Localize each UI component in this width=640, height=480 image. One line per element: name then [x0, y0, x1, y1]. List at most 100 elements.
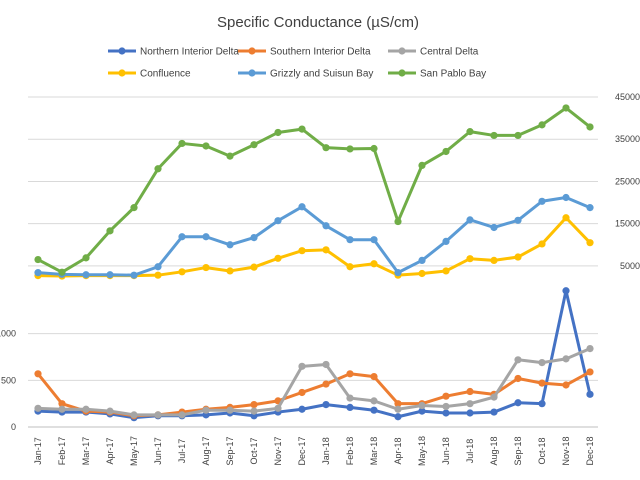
data-point-central-delta — [154, 411, 162, 419]
data-point-central-delta — [370, 397, 378, 405]
data-point-san-pablo-bay — [466, 128, 474, 136]
data-point-san-pablo-bay — [298, 125, 306, 133]
data-point-grizzly-and-suisun-bay — [394, 269, 402, 277]
data-point-central-delta — [298, 362, 306, 370]
legend-label-southern-interior-delta: Southern Interior Delta — [270, 47, 371, 58]
x-tick-label: Aug-18 — [489, 436, 499, 465]
data-point-confluence — [154, 271, 162, 279]
x-tick-label: Oct-18 — [537, 437, 547, 464]
data-point-confluence — [202, 263, 210, 272]
data-point-confluence — [466, 255, 474, 263]
data-point-confluence — [370, 260, 378, 268]
data-point-grizzly-and-suisun-bay — [82, 271, 90, 279]
data-point-southern-interior-delta — [250, 401, 258, 409]
x-tick-label: Sep-17 — [225, 436, 235, 465]
x-tick-label: Dec-17 — [297, 436, 307, 465]
data-point-san-pablo-bay — [130, 204, 138, 212]
data-point-southern-interior-delta — [322, 380, 330, 388]
legend-marker-confluence — [118, 69, 126, 77]
upper-y-tick-label: 45000 — [615, 92, 640, 102]
data-point-confluence — [586, 239, 594, 247]
data-point-confluence — [490, 256, 498, 264]
data-point-southern-interior-delta — [394, 400, 402, 408]
data-point-northern-interior-delta — [562, 287, 570, 295]
data-point-grizzly-and-suisun-bay — [490, 223, 498, 232]
data-point-northern-interior-delta — [538, 400, 546, 408]
data-point-central-delta — [106, 407, 114, 415]
legend-marker-central-delta — [398, 47, 406, 55]
data-point-central-delta — [322, 360, 330, 369]
data-point-grizzly-and-suisun-bay — [106, 271, 114, 279]
x-tick-label: Feb-18 — [345, 437, 355, 466]
data-point-northern-interior-delta — [418, 407, 426, 415]
data-point-san-pablo-bay — [34, 255, 42, 264]
data-point-confluence — [298, 247, 306, 255]
data-point-southern-interior-delta — [538, 379, 546, 387]
series-line-northern-interior-delta — [37, 289, 592, 420]
x-tick-label: Dec-18 — [585, 436, 595, 465]
data-point-central-delta — [490, 393, 498, 401]
data-point-central-delta — [418, 401, 426, 410]
data-point-grizzly-and-suisun-bay — [274, 217, 282, 225]
data-point-grizzly-and-suisun-bay — [250, 234, 258, 242]
data-point-central-delta — [466, 400, 474, 408]
data-point-grizzly-and-suisun-bay — [34, 269, 42, 277]
data-point-central-delta — [226, 406, 234, 414]
data-point-grizzly-and-suisun-bay — [202, 233, 210, 241]
data-point-confluence — [418, 269, 426, 278]
lower-plot — [34, 287, 594, 422]
data-point-central-delta — [250, 407, 258, 415]
data-point-grizzly-and-suisun-bay — [442, 237, 450, 245]
data-point-grizzly-and-suisun-bay — [514, 216, 522, 224]
legend-label-san-pablo-bay: San Pablo Bay — [420, 69, 486, 80]
x-tick-label: Jul-18 — [465, 439, 475, 464]
data-point-central-delta — [274, 404, 282, 412]
data-point-san-pablo-bay — [442, 147, 450, 156]
data-point-san-pablo-bay — [394, 217, 402, 226]
x-tick-label: Mar-17 — [81, 437, 91, 466]
data-point-northern-interior-delta — [370, 406, 378, 414]
x-tick-label: Jun-18 — [441, 437, 451, 465]
data-point-san-pablo-bay — [490, 131, 498, 140]
data-point-southern-interior-delta — [514, 374, 522, 383]
data-point-san-pablo-bay — [106, 227, 114, 235]
data-point-san-pablo-bay — [538, 121, 546, 129]
upper-y-tick-label: 15000 — [615, 219, 640, 229]
data-point-central-delta — [202, 406, 210, 414]
data-point-central-delta — [58, 405, 66, 413]
data-point-grizzly-and-suisun-bay — [418, 256, 426, 264]
x-tick-label: Feb-17 — [57, 437, 67, 466]
data-point-grizzly-and-suisun-bay — [586, 204, 594, 212]
data-point-confluence — [514, 253, 522, 261]
data-point-southern-interior-delta — [370, 373, 378, 381]
data-point-san-pablo-bay — [82, 254, 90, 262]
data-point-confluence — [562, 214, 570, 222]
data-point-san-pablo-bay — [226, 152, 234, 160]
data-point-central-delta — [586, 345, 594, 353]
data-point-confluence — [322, 246, 330, 254]
x-tick-label: Oct-17 — [249, 437, 259, 464]
legend: Northern Interior Delta Southern Interior… — [108, 47, 486, 80]
data-point-central-delta — [346, 394, 354, 402]
data-point-southern-interior-delta — [442, 392, 450, 400]
legend-marker-san-pablo-bay — [398, 69, 406, 77]
x-tick-label: Jan-18 — [321, 437, 331, 465]
data-point-southern-interior-delta — [586, 368, 594, 376]
x-tick-label: Nov-18 — [561, 436, 571, 465]
data-point-san-pablo-bay — [250, 141, 258, 149]
x-tick-label: Aug-17 — [201, 436, 211, 465]
data-point-southern-interior-delta — [346, 370, 354, 378]
x-tick-label: Apr-17 — [105, 437, 115, 464]
data-point-central-delta — [538, 359, 546, 367]
data-point-san-pablo-bay — [178, 139, 186, 148]
legend-marker-northern-interior-delta — [118, 47, 126, 55]
upper-y-tick-label: 25000 — [615, 176, 640, 186]
data-point-grizzly-and-suisun-bay — [226, 241, 234, 249]
data-point-northern-interior-delta — [442, 409, 450, 417]
data-point-grizzly-and-suisun-bay — [370, 236, 378, 244]
data-point-confluence — [442, 267, 450, 275]
x-tick-label: Apr-18 — [393, 437, 403, 464]
data-point-southern-interior-delta — [34, 370, 42, 378]
data-point-grizzly-and-suisun-bay — [346, 236, 354, 244]
data-point-southern-interior-delta — [298, 388, 306, 397]
